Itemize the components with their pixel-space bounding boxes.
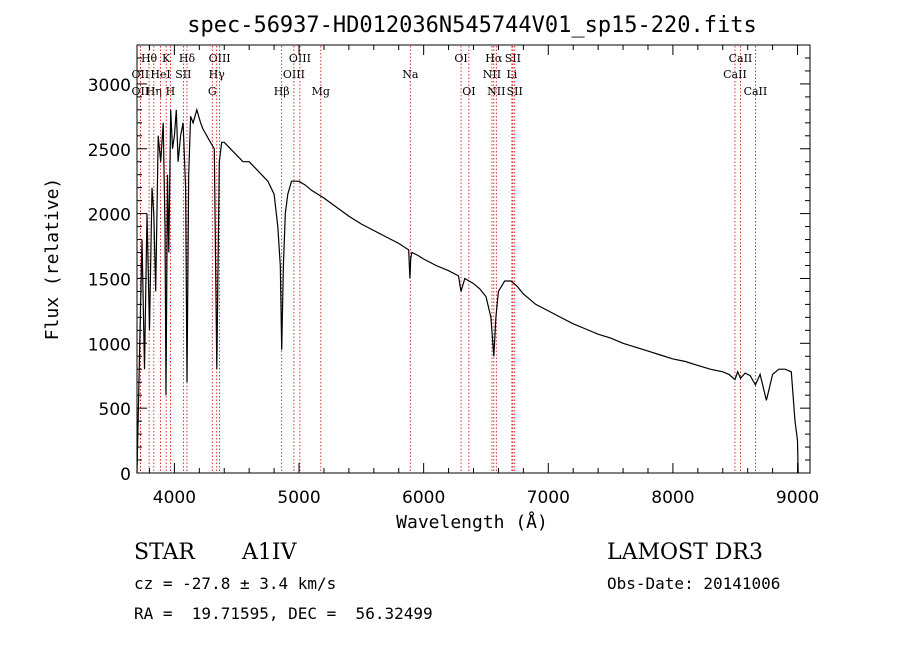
x-tick-label-5: 9000 (776, 488, 819, 508)
spectral-subclass: A1IV (242, 540, 297, 565)
x-axis-label: Wavelength (Å) (396, 511, 548, 533)
line-label-8: Hδ (179, 52, 196, 65)
line-label-20: NII (483, 68, 501, 81)
line-label-27: CaII (744, 85, 768, 98)
x-tick-label-2: 6000 (402, 488, 445, 508)
line-label-25: CaII (729, 52, 753, 65)
y-tick-label-3: 1500 (88, 270, 131, 290)
observation-date: Obs-Date: 20141006 (607, 574, 781, 593)
line-label-16: Na (402, 68, 419, 81)
line-label-13: OIII (289, 52, 311, 65)
y-tick-label-6: 3000 (88, 76, 131, 96)
survey-name: LAMOST DR3 (607, 540, 763, 565)
line-label-23: Li (506, 68, 517, 81)
object-type: STAR (134, 540, 195, 565)
redshift-cz: cz = -27.8 ± 3.4 km/s (134, 574, 337, 593)
line-label-26: CaII (723, 68, 747, 81)
line-label-14: OIII (283, 68, 305, 81)
plot-frame (136, 44, 811, 474)
chart-title: spec-56937-HD012036N545744V01_sp15-220.f… (187, 13, 757, 38)
y-tick-label-5: 2500 (88, 141, 131, 161)
line-label-15: Mg (312, 85, 330, 98)
y-tick-label-4: 2000 (88, 206, 131, 226)
line-label-18: OI (462, 85, 475, 98)
y-tick-label-0: 0 (120, 465, 131, 485)
line-label-24: SII (507, 85, 523, 98)
line-label-12: Hβ (274, 85, 290, 98)
y-tick-label-2: 1000 (88, 335, 131, 355)
line-label-4: HeI (150, 68, 170, 81)
axis-ticks: 4000 5000 6000 7000 8000 9000 0 500 1000 1500 2000… (88, 45, 819, 508)
line-label-0: Hθ (141, 52, 158, 65)
line-label-7: SII (175, 68, 191, 81)
coordinates: RA = 19.71595, DEC = 56.32499 (134, 604, 433, 623)
y-tick-label-1: 500 (99, 400, 131, 420)
line-label-21: NII (487, 85, 505, 98)
line-label-6: H (166, 85, 176, 98)
line-label-22: SII (505, 52, 521, 65)
line-label-9: OIII (209, 52, 231, 65)
x-tick-label-4: 8000 (651, 488, 694, 508)
y-axis-label: Flux (relative) (42, 178, 63, 341)
line-label-2: OII (132, 85, 150, 98)
x-tick-label-0: 4000 (153, 488, 196, 508)
line-label-17: OI (454, 52, 467, 65)
line-label-3: Hη (146, 85, 162, 98)
line-label-10: Hγ (209, 68, 226, 81)
flux-series (136, 107, 799, 474)
series-line-0 (136, 107, 799, 474)
x-tick-label-1: 5000 (277, 488, 320, 508)
x-tick-label-3: 7000 (527, 488, 570, 508)
line-label-5: K (162, 52, 171, 65)
line-label-11: G (208, 85, 217, 98)
line-label-19: Hα (485, 52, 503, 65)
